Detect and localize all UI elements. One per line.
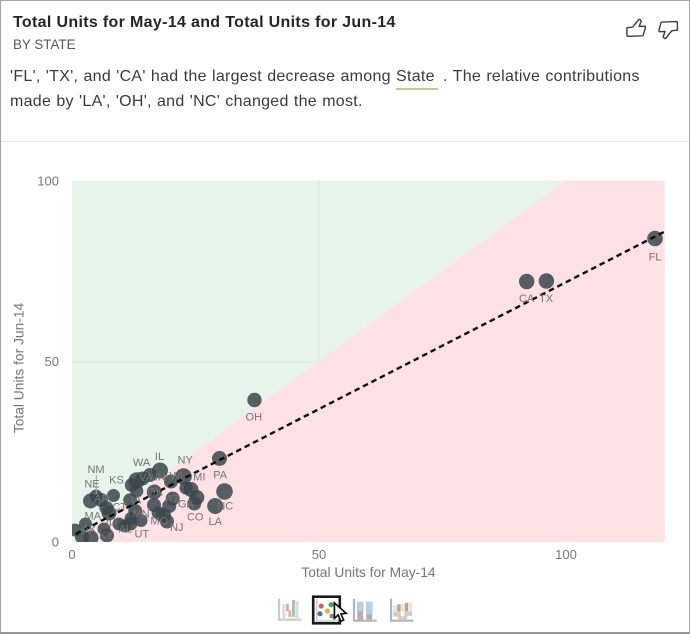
- svg-text:AL: AL: [119, 524, 132, 536]
- svg-text:0: 0: [52, 534, 59, 549]
- svg-text:MN: MN: [132, 509, 149, 521]
- svg-text:WA: WA: [133, 457, 151, 469]
- svg-text:LA: LA: [208, 516, 222, 528]
- svg-text:TX: TX: [539, 293, 554, 305]
- svg-text:NC: NC: [217, 501, 233, 513]
- svg-text:0: 0: [68, 547, 75, 562]
- svg-text:CA: CA: [519, 293, 535, 305]
- svg-text:KY: KY: [99, 530, 114, 542]
- svg-text:VA: VA: [139, 472, 154, 484]
- svg-text:50: 50: [45, 354, 59, 369]
- svg-text:IL: IL: [155, 451, 164, 463]
- svg-text:NE: NE: [84, 479, 99, 491]
- svg-text:UT: UT: [134, 529, 149, 541]
- svg-text:IN: IN: [155, 472, 166, 484]
- svg-text:OK: OK: [147, 487, 164, 499]
- svg-text:AK: AK: [82, 524, 97, 536]
- svg-text:CT: CT: [112, 502, 127, 514]
- svg-text:OH: OH: [246, 412, 263, 424]
- svg-text:NY: NY: [178, 455, 194, 467]
- svg-text:50: 50: [312, 547, 326, 562]
- svg-text:MO: MO: [150, 516, 168, 528]
- svg-text:Total Units for Jun-14: Total Units for Jun-14: [11, 302, 26, 433]
- svg-text:Total Units for May-14: Total Units for May-14: [301, 565, 436, 580]
- svg-text:NJ: NJ: [170, 522, 183, 534]
- svg-text:MA: MA: [85, 511, 102, 523]
- svg-text:100: 100: [37, 173, 59, 188]
- svg-text:100: 100: [555, 547, 577, 562]
- svg-text:AZ: AZ: [166, 494, 180, 506]
- svg-text:GA: GA: [178, 499, 195, 511]
- svg-text:MI: MI: [193, 472, 205, 484]
- svg-text:NM: NM: [87, 464, 104, 476]
- svg-text:WI: WI: [170, 471, 183, 483]
- svg-text:CO: CO: [187, 512, 204, 524]
- svg-text:ID: ID: [106, 517, 117, 529]
- svg-text:PA: PA: [213, 470, 228, 482]
- svg-text:KS: KS: [109, 475, 124, 487]
- svg-text:IA: IA: [131, 495, 142, 507]
- svg-text:FL: FL: [649, 252, 662, 264]
- svg-text:AR: AR: [94, 493, 109, 505]
